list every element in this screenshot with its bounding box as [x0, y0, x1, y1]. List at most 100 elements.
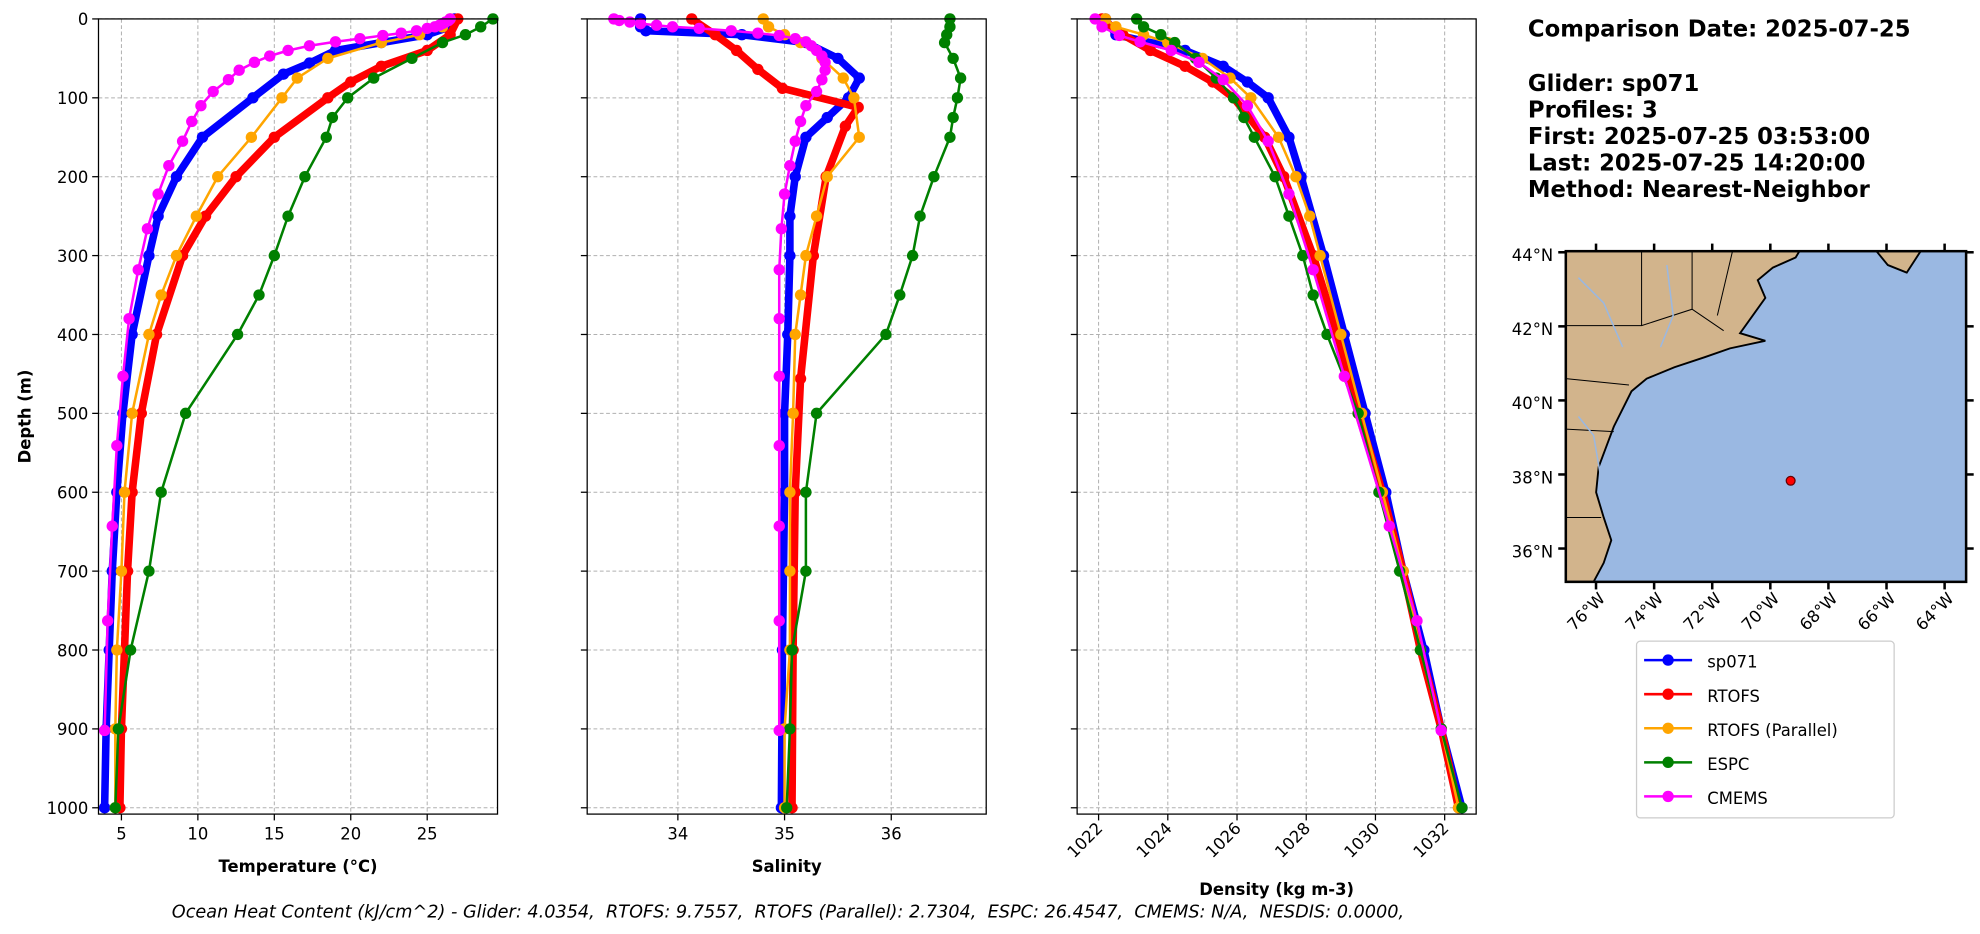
profile-point [650, 19, 663, 31]
border [1565, 378, 1630, 386]
profile-point [853, 72, 865, 84]
profile-point [135, 407, 147, 420]
x-tick-label: 36 [881, 824, 902, 843]
profile-line [103, 18, 452, 731]
x-tick-label: 1024 [1133, 819, 1176, 862]
profile-point [1456, 802, 1468, 814]
river [1577, 416, 1602, 480]
x-tick-label: 1030 [1340, 819, 1383, 862]
profile-point [762, 21, 775, 33]
series [109, 13, 499, 814]
profile-point [810, 210, 823, 222]
profile-point [848, 92, 860, 104]
profile-point [475, 21, 487, 33]
profile-point [800, 131, 812, 143]
profile-point [329, 44, 342, 57]
profile-point [839, 120, 852, 132]
profile-point [170, 171, 183, 183]
profile-point [634, 17, 647, 30]
profile-point [299, 171, 311, 183]
legend-box [1635, 640, 1895, 819]
profile-point [752, 63, 764, 76]
series [1089, 13, 1447, 737]
profile-point [954, 72, 967, 84]
profile-point [666, 21, 679, 33]
profile-point [1217, 60, 1229, 72]
profile-point [143, 565, 155, 577]
profile-point [282, 44, 294, 57]
profile-point [1144, 44, 1157, 57]
profile-point [132, 264, 144, 276]
x-tick-label: 68°W [1796, 589, 1841, 634]
profile-point [816, 73, 828, 86]
profile-point [342, 92, 354, 104]
profile-point [268, 131, 280, 143]
series [608, 13, 831, 737]
profile-point [1137, 21, 1150, 33]
x-axis-label: Density (kg m-3) [1199, 880, 1354, 899]
profile-point [1272, 131, 1285, 143]
legend-label: RTOFS (Parallel) [1707, 721, 1838, 740]
profile-point [880, 328, 892, 341]
profile-point [789, 135, 801, 147]
profile-point [117, 370, 129, 382]
profile-point [1134, 36, 1146, 48]
profile-point [837, 72, 849, 84]
profile-point [245, 131, 258, 143]
y-tick-label: 500 [57, 405, 88, 424]
y-tick-label: 700 [57, 562, 88, 581]
x-tick-label: 34 [667, 824, 688, 843]
map-background [1564, 249, 1968, 584]
border [1565, 308, 1724, 332]
profile-point [789, 32, 801, 45]
y-tick-label: 1000 [47, 799, 89, 818]
profile-point [98, 802, 111, 814]
profile-point [776, 82, 789, 95]
profile-point [155, 486, 167, 498]
profile-point [303, 40, 316, 52]
profile-point [784, 210, 796, 222]
profile-point [778, 407, 791, 420]
x-axis-label: Salinity [752, 857, 822, 876]
profile-point [1269, 171, 1281, 183]
profile-point [613, 14, 625, 27]
x-axis-label: Temperature (°C) [219, 857, 378, 876]
info-line: First: 2025-07-25 03:53:00 [1528, 124, 1870, 150]
profile-point [444, 29, 456, 41]
profile-point [947, 111, 959, 124]
profile-point [377, 29, 389, 42]
axes-frame [586, 18, 987, 815]
y-tick-label: 600 [57, 484, 88, 503]
profile-point [1321, 328, 1333, 341]
profile-line [1094, 18, 1443, 731]
x-tick-label: 25 [417, 824, 438, 843]
profile-point [176, 135, 189, 147]
profile-point [253, 289, 265, 301]
series [634, 13, 865, 814]
profile-point [789, 171, 801, 183]
footer: Ocean Heat Content (kJ/cm^2) - Glider: 4… [172, 903, 1404, 923]
series [781, 13, 967, 814]
profile-point [693, 22, 705, 35]
profile-point [773, 313, 785, 325]
y-tick-label: 800 [57, 641, 88, 660]
y-tick-label: 200 [57, 168, 88, 187]
profile-point [322, 52, 334, 65]
profile-point [421, 22, 433, 35]
profile-point [155, 289, 167, 301]
profile-point [303, 57, 316, 69]
profile-point [832, 52, 844, 65]
profile-point [784, 565, 796, 577]
profile-point [368, 72, 380, 84]
profile-point [231, 328, 244, 341]
profile-point [800, 100, 812, 112]
y-tick-label: 400 [57, 326, 88, 345]
river [1577, 277, 1624, 348]
profile-point [354, 32, 366, 45]
profile-point [800, 486, 812, 498]
x-tick-label: 64°W [1912, 589, 1957, 634]
profile-point [1307, 289, 1319, 301]
profile-point [410, 25, 423, 37]
profile-point [725, 25, 737, 37]
